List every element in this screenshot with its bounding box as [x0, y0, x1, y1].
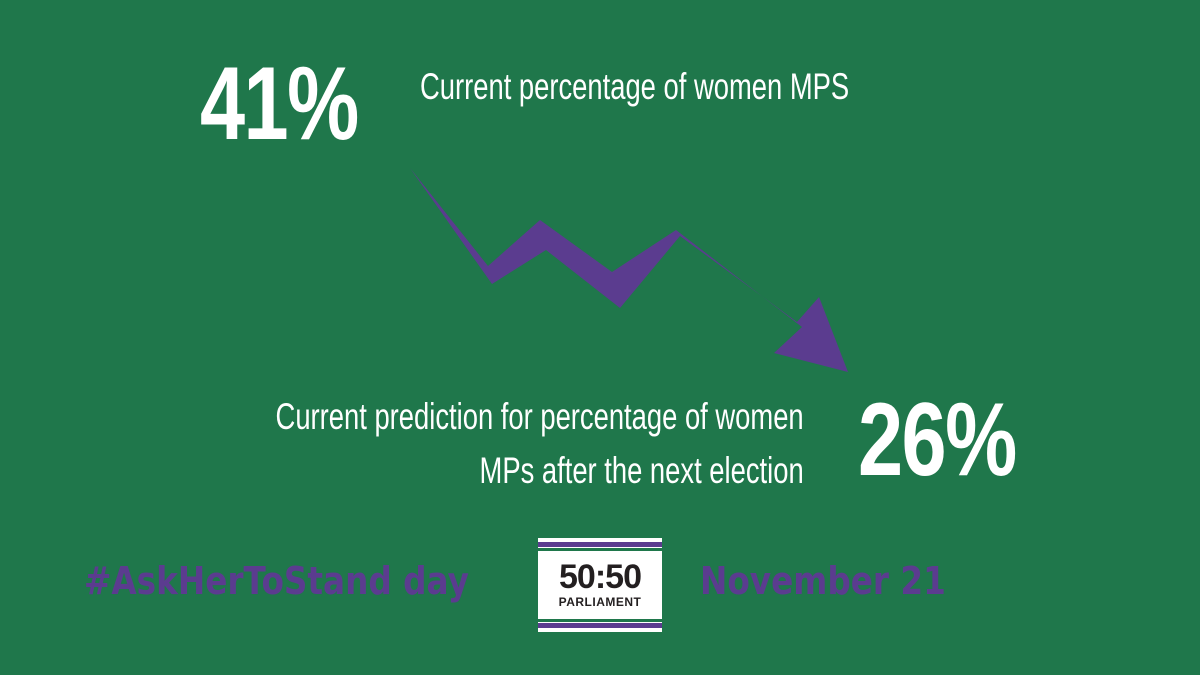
- predicted-percentage: 26%: [858, 382, 1017, 498]
- event-date-text: November 21: [700, 559, 946, 603]
- current-percentage: 41%: [200, 46, 359, 162]
- logo-top-green-stripe: [538, 548, 662, 551]
- hashtag-text: #AskHerToStand day: [84, 559, 469, 603]
- logo-bottom-stripe: [538, 623, 662, 628]
- logo-main-text: 50:50: [559, 558, 642, 596]
- logo-top-stripe: [538, 542, 662, 547]
- prediction-caption-line-1: Current prediction for percentage of wom…: [275, 396, 804, 437]
- logo-bottom-green-stripe: [538, 619, 662, 622]
- prediction-caption-line-2: MPs after the next election: [479, 449, 804, 491]
- logo-sub-text: PARLIAMENT: [558, 595, 642, 609]
- prediction-caption: Current prediction for percentage of wom…: [276, 390, 804, 497]
- current-percentage-caption: Current percentage of women MPS: [420, 66, 850, 107]
- fifty-fifty-parliament-logo: 50:50 PARLIAMENT: [538, 538, 662, 632]
